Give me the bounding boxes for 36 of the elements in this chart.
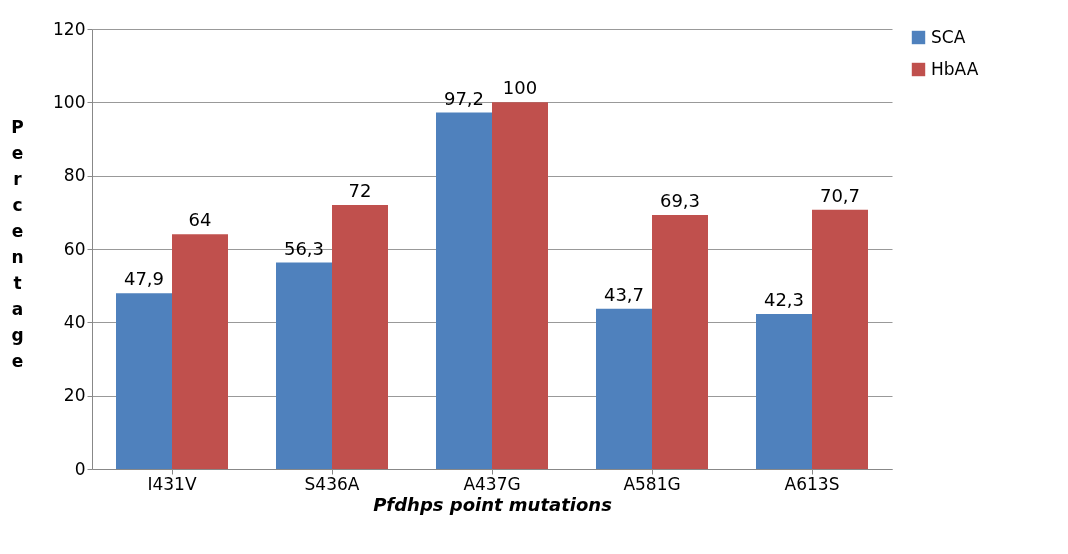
data-label: 70,7 <box>819 184 861 206</box>
y-tick-label: 20 <box>63 385 86 406</box>
bar <box>812 209 868 469</box>
y-tick-label: 40 <box>63 311 86 332</box>
data-label: 43,7 <box>603 283 645 305</box>
bar <box>436 112 492 469</box>
x-tick-label: S436A <box>304 473 360 494</box>
x-tick-label: A613S <box>784 473 840 494</box>
y-tick-label: 100 <box>53 91 86 112</box>
legend-label: HbAA <box>931 58 979 79</box>
data-label: 69,3 <box>659 189 701 211</box>
x-tick-label: I431V <box>147 473 197 494</box>
x-axis-title: Pfdhps point mutations <box>373 493 613 515</box>
data-label: 56,3 <box>283 237 325 259</box>
bar <box>332 205 388 469</box>
data-label: 64 <box>188 209 212 231</box>
bar <box>596 308 652 469</box>
y-tick-label: 60 <box>63 238 86 259</box>
bar <box>492 102 548 469</box>
bar <box>756 313 812 469</box>
data-label: 100 <box>502 77 538 99</box>
y-tick-label: 120 <box>53 18 86 39</box>
text: Percentage <box>11 116 24 371</box>
bar <box>172 234 228 469</box>
data-label: 97,2 <box>443 87 485 109</box>
bar <box>276 262 332 469</box>
data-label: 72 <box>348 180 372 201</box>
y-tick-label: 0 <box>74 458 86 479</box>
legend-label: SCA <box>931 26 966 47</box>
y-tick-label: 80 <box>63 165 86 186</box>
data-label: 47,9 <box>123 268 165 290</box>
bar <box>116 293 172 469</box>
bar <box>652 214 708 469</box>
x-tick-label: A437G <box>463 473 521 494</box>
data-label: 42,3 <box>763 288 805 310</box>
x-tick-label: A581G <box>623 473 681 494</box>
